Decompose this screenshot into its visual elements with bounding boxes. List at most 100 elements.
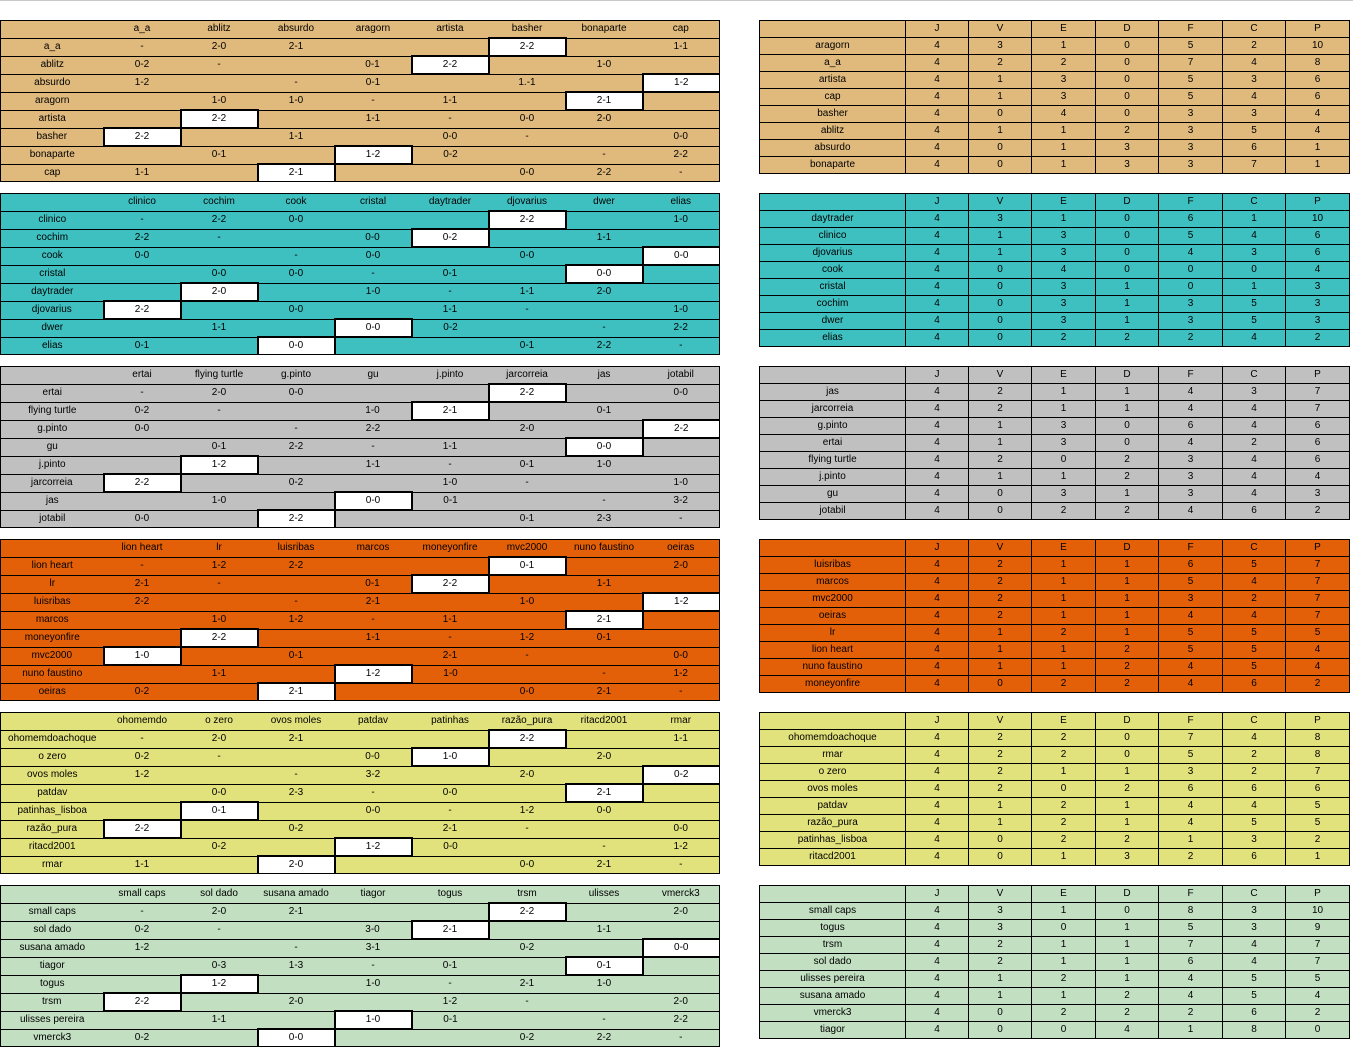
matrix-row: cook 0-0-0-0 0-0 0-0 — [0, 246, 720, 266]
score-cell: - — [488, 473, 566, 492]
matrix-row-label: ritacd2001 — [0, 837, 104, 856]
highlighted-score-cell: 1-2 — [333, 664, 413, 684]
standings-column-header: V — [968, 885, 1032, 903]
standings-value: 1 — [1095, 797, 1159, 815]
score-cell — [180, 473, 258, 492]
score-cell: 3-1 — [334, 938, 412, 957]
matrix-row: susana amado 1-2 -3-1 0-2 0-0 — [0, 938, 720, 958]
standings-row: ovos moles 4 2 0 2 6 6 6 — [759, 780, 1350, 798]
matrix-row-label: trsm — [0, 992, 104, 1011]
score-cell: 0-1 — [488, 509, 566, 528]
standings-column-header: P — [1285, 539, 1350, 557]
score-cell — [488, 610, 566, 629]
score-cell: 1-0 — [180, 91, 258, 110]
score-cell — [180, 127, 258, 146]
score-cell — [334, 729, 412, 748]
score-cell: - — [411, 455, 489, 474]
standings-value: 2 — [1095, 468, 1159, 486]
score-cell — [334, 300, 412, 319]
standings-value: 1 — [1031, 936, 1096, 954]
highlighted-score-cell: 2-2 — [179, 109, 259, 129]
standings-value: 1 — [968, 641, 1032, 659]
score-cell: 1-1 — [180, 664, 258, 683]
score-cell — [257, 801, 335, 820]
matrix-column-header: lr — [180, 539, 258, 557]
standings-team-name: luisribas — [759, 556, 906, 574]
standings-row: lion heart 4 1 1 2 5 5 4 — [759, 641, 1350, 659]
matrix-column-header: gu — [334, 366, 412, 384]
standings-row: jas 4 2 1 1 4 3 7 — [759, 383, 1350, 401]
standings-row: rmar 4 2 2 0 5 2 8 — [759, 746, 1350, 764]
standings-value: 0 — [1095, 37, 1159, 55]
matrix-row: ulisses pereira 1-1 1-0 0-1 -2-2 — [0, 1010, 720, 1030]
matrix-row: elias 0-1 0-0 0-1 2-2- — [0, 336, 720, 355]
standings-value: 5 — [1285, 814, 1350, 832]
score-cell: 0-0 — [642, 819, 720, 838]
standings-value: 0 — [1095, 902, 1159, 920]
matrix-column-header: jas — [565, 366, 643, 384]
score-cell — [257, 55, 335, 74]
highlighted-score-cell: 1-0 — [333, 1010, 413, 1030]
matrix-row-label: mvc2000 — [0, 646, 104, 665]
highlighted-score-cell: 2-2 — [487, 729, 567, 749]
standings-value: 2 — [1031, 502, 1096, 520]
standings-value: 0 — [1158, 278, 1223, 296]
matrix-column-header: a_a — [103, 20, 181, 38]
standings-value: 0 — [968, 831, 1032, 849]
standings-value: 0 — [1031, 451, 1096, 469]
highlighted-score-cell: 2-1 — [256, 682, 336, 701]
standings-value: 4 — [905, 919, 969, 937]
highlighted-score-cell: 0-1 — [487, 556, 567, 576]
standings-value: 3 — [968, 210, 1032, 228]
standings-value: 7 — [1158, 936, 1223, 954]
standings-row: marcos 4 2 1 1 5 4 7 — [759, 573, 1350, 591]
highlighted-score-cell: 2-2 — [487, 37, 567, 57]
standings-value: 6 — [1222, 848, 1286, 866]
score-cell — [103, 437, 181, 456]
matrix-header-row: lion heart lr luisribas marcos moneyonfire mv… — [0, 539, 720, 557]
score-cell: - — [488, 819, 566, 838]
score-cell: 1-1 — [103, 855, 181, 874]
standings-value: 1 — [968, 122, 1032, 140]
score-cell: - — [488, 992, 566, 1011]
standings-value: 2 — [968, 780, 1032, 798]
score-cell: 2-2 — [642, 1010, 720, 1029]
score-cell — [103, 783, 181, 802]
score-cell — [334, 473, 412, 492]
standings-value: 2 — [1095, 641, 1159, 659]
standings-row: artista 4 1 3 0 5 3 6 — [759, 71, 1350, 89]
standings-column-header: F — [1158, 539, 1223, 557]
score-cell — [565, 37, 643, 56]
score-cell: - — [334, 91, 412, 110]
standings-value: 8 — [1222, 1021, 1286, 1039]
standings-value: 4 — [905, 814, 969, 832]
standings-row: ulisses pereira 4 1 2 1 4 5 5 — [759, 970, 1350, 988]
top-divider — [0, 0, 1353, 1]
matrix-row-label: flying turtle — [0, 401, 104, 420]
standings-value: 0 — [968, 1021, 1032, 1039]
score-cell: 1-2 — [103, 938, 181, 957]
standings-value: 2 — [1285, 329, 1350, 347]
matrix-row: marcos 1-0 1-2-1-1 2-1 — [0, 610, 720, 630]
standings-column-header: D — [1095, 193, 1159, 211]
standings-value: 0 — [968, 139, 1032, 157]
matrix-column-header: ertai — [103, 366, 181, 384]
standings-value: 6 — [1158, 780, 1223, 798]
standings-value: 1 — [1095, 278, 1159, 296]
score-cell: - — [334, 783, 412, 802]
score-cell — [257, 664, 335, 683]
matrix-column-header: cap — [642, 20, 720, 38]
standings-column-header: C — [1222, 885, 1286, 903]
score-cell — [257, 455, 335, 474]
standings-team-name: o zero — [759, 763, 906, 781]
standings-column-header: F — [1158, 20, 1223, 38]
standings-value: 5 — [1158, 624, 1223, 642]
score-cell: 1-1 — [565, 574, 643, 593]
score-cell — [642, 228, 720, 247]
standings-team-name: susana amado — [759, 987, 906, 1005]
standings-value: 1 — [968, 987, 1032, 1005]
standings-team-name: marcos — [759, 573, 906, 591]
standings-value: 3 — [1222, 105, 1286, 123]
